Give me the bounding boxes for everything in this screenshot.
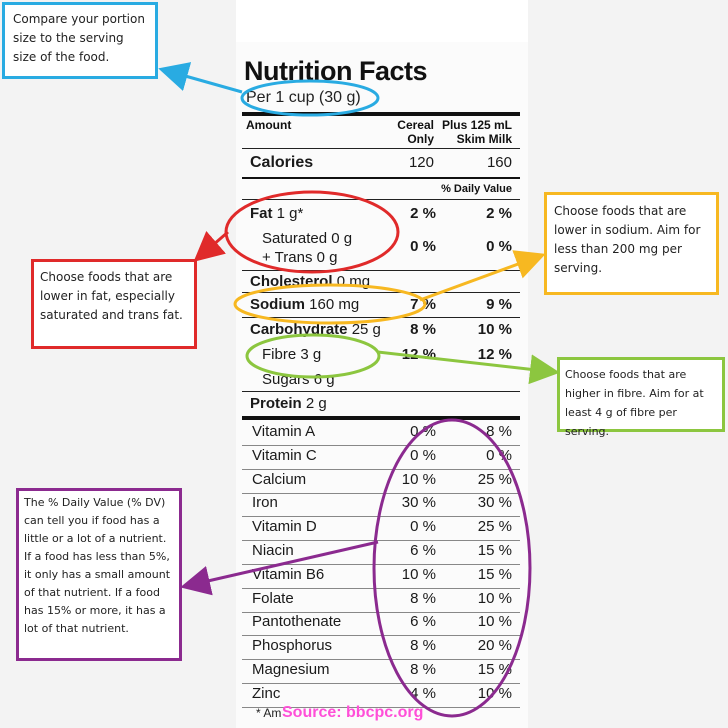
footnote: * Am (256, 706, 282, 720)
vitamin-milk-value: 10 % (477, 613, 512, 630)
vitamin-name: Vitamin C (252, 447, 317, 464)
divider (242, 564, 520, 565)
daily-value-note: The % Daily Value (% DV) can tell you if… (16, 488, 182, 661)
divider (242, 148, 520, 149)
vitamin-milk-value: 20 % (477, 637, 512, 654)
sodium-label: Sodium (250, 296, 305, 313)
divider (242, 469, 520, 470)
cholesterol-label: Cholesterol (250, 273, 333, 290)
protein-label: Protein (250, 395, 302, 412)
vitamin-name: Vitamin B6 (252, 566, 325, 583)
saturated-cereal: 0 % (410, 238, 436, 255)
vitamin-milk-value: 0 % (486, 447, 512, 464)
serving-size: Per 1 cup (30 g) (246, 89, 361, 106)
calories-cereal: 120 (408, 154, 434, 171)
daily-value-header: % Daily Value (441, 183, 512, 195)
protein-amount: 2 g (305, 395, 327, 412)
fat-row: Fat 1 g* (250, 205, 303, 222)
vitamin-milk-value: 15 % (477, 566, 512, 583)
divider-thick (242, 416, 520, 420)
saturated-milk: 0 % (486, 238, 512, 255)
divider (242, 199, 520, 200)
sodium-milk: 9 % (486, 296, 512, 313)
saturated-label: Saturated 0 g (262, 230, 353, 247)
vitamin-cereal-value: 6 % (410, 613, 436, 630)
fibre-note: Choose foods that are higher in fibre. A… (557, 357, 725, 438)
fat-milk: 2 % (486, 205, 512, 222)
amount-header: Amount (246, 118, 292, 132)
fibre-milk: 12 % (477, 346, 512, 363)
vitamin-cereal-value: 0 % (410, 447, 436, 464)
divider (242, 683, 520, 684)
vitamin-cereal-value: 10 % (401, 566, 436, 583)
carbohydrate-label: Carbohydrate (250, 321, 348, 338)
trans-label: + Trans 0 g (262, 249, 338, 266)
column-header-cereal: Cereal Only (397, 118, 434, 146)
source-watermark: Source: bbcpc.org (282, 704, 424, 721)
vitamin-milk-value: 15 % (477, 542, 512, 559)
vitamin-milk-value: 25 % (477, 471, 512, 488)
fibre-cereal: 12 % (401, 346, 436, 363)
vitamin-milk-value: 25 % (477, 518, 512, 535)
protein-row: Protein 2 g (250, 395, 327, 412)
cholesterol-row: Cholesterol 0 mg (250, 273, 370, 290)
sodium-cereal: 7 % (410, 296, 436, 313)
column-header-milk: Plus 125 mL Skim Milk (441, 118, 512, 146)
fibre-label: Fibre 3 g (262, 346, 322, 363)
vitamin-name: Iron (252, 494, 278, 511)
vitamin-name: Vitamin A (252, 423, 316, 440)
vitamin-name: Zinc (252, 685, 281, 702)
vitamin-milk-value: 30 % (477, 494, 512, 511)
vitamin-name: Pantothenate (252, 613, 342, 630)
cholesterol-amount: 0 mg (336, 273, 371, 290)
carbohydrate-row: Carbohydrate 25 g (250, 321, 381, 338)
divider (242, 292, 520, 293)
fat-label: Fat (250, 205, 273, 222)
vitamin-cereal-value: 8 % (410, 590, 436, 607)
vitamin-cereal-value: 6 % (410, 542, 436, 559)
calories-milk: 160 (486, 154, 512, 171)
divider (242, 391, 520, 392)
calories-label: Calories (250, 154, 314, 171)
divider (242, 540, 520, 541)
vitamin-name: Phosphorus (252, 637, 333, 654)
carbohydrate-cereal: 8 % (410, 321, 436, 338)
vitamin-milk-value: 10 % (477, 685, 512, 702)
sodium-row: Sodium 160 mg (250, 296, 359, 313)
divider (242, 588, 520, 589)
divider (242, 516, 520, 517)
vitamin-cereal-value: 30 % (401, 494, 436, 511)
vitamin-cereal-value: 10 % (401, 471, 436, 488)
divider (242, 317, 520, 318)
carbohydrate-milk: 10 % (477, 321, 512, 338)
vitamin-name: Magnesium (252, 661, 330, 678)
fat-note: Choose foods that are lower in fat, espe… (31, 259, 197, 349)
vitamin-cereal-value: 8 % (410, 661, 436, 678)
divider (242, 659, 520, 660)
vitamin-milk-value: 8 % (486, 423, 512, 440)
vitamin-name: Folate (252, 590, 294, 607)
vitamin-name: Vitamin D (252, 518, 317, 535)
vitamin-name: Niacin (252, 542, 294, 559)
divider (242, 635, 520, 636)
sugars-label: Sugars 6 g (262, 371, 335, 388)
sodium-amount: 160 mg (309, 296, 360, 313)
vitamin-name: Calcium (252, 471, 307, 488)
vitamin-cereal-value: 0 % (410, 518, 436, 535)
fat-cereal: 2 % (410, 205, 436, 222)
portion-note: Compare your portion size to the serving… (2, 2, 158, 79)
sodium-note: Choose foods that are lower in sodium. A… (544, 192, 719, 295)
divider (242, 270, 520, 271)
vitamin-milk-value: 10 % (477, 590, 512, 607)
divider (242, 177, 520, 179)
vitamin-cereal-value: 0 % (410, 423, 436, 440)
divider (242, 445, 520, 446)
vitamin-cereal-value: 4 % (410, 685, 436, 702)
vitamin-milk-value: 15 % (477, 661, 512, 678)
label-title: Nutrition Facts (244, 56, 428, 86)
divider-thick (242, 112, 520, 116)
fat-amount: 1 g* (276, 205, 304, 222)
vitamin-cereal-value: 8 % (410, 637, 436, 654)
